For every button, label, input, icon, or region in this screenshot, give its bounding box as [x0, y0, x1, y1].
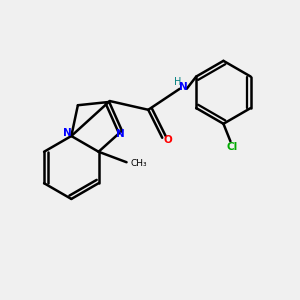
Text: CH₃: CH₃ — [130, 160, 147, 169]
Text: Cl: Cl — [226, 142, 238, 152]
Text: N: N — [64, 128, 72, 137]
Text: H: H — [174, 77, 182, 87]
Text: N: N — [116, 129, 124, 139]
Text: N: N — [179, 82, 188, 92]
Text: O: O — [163, 134, 172, 145]
